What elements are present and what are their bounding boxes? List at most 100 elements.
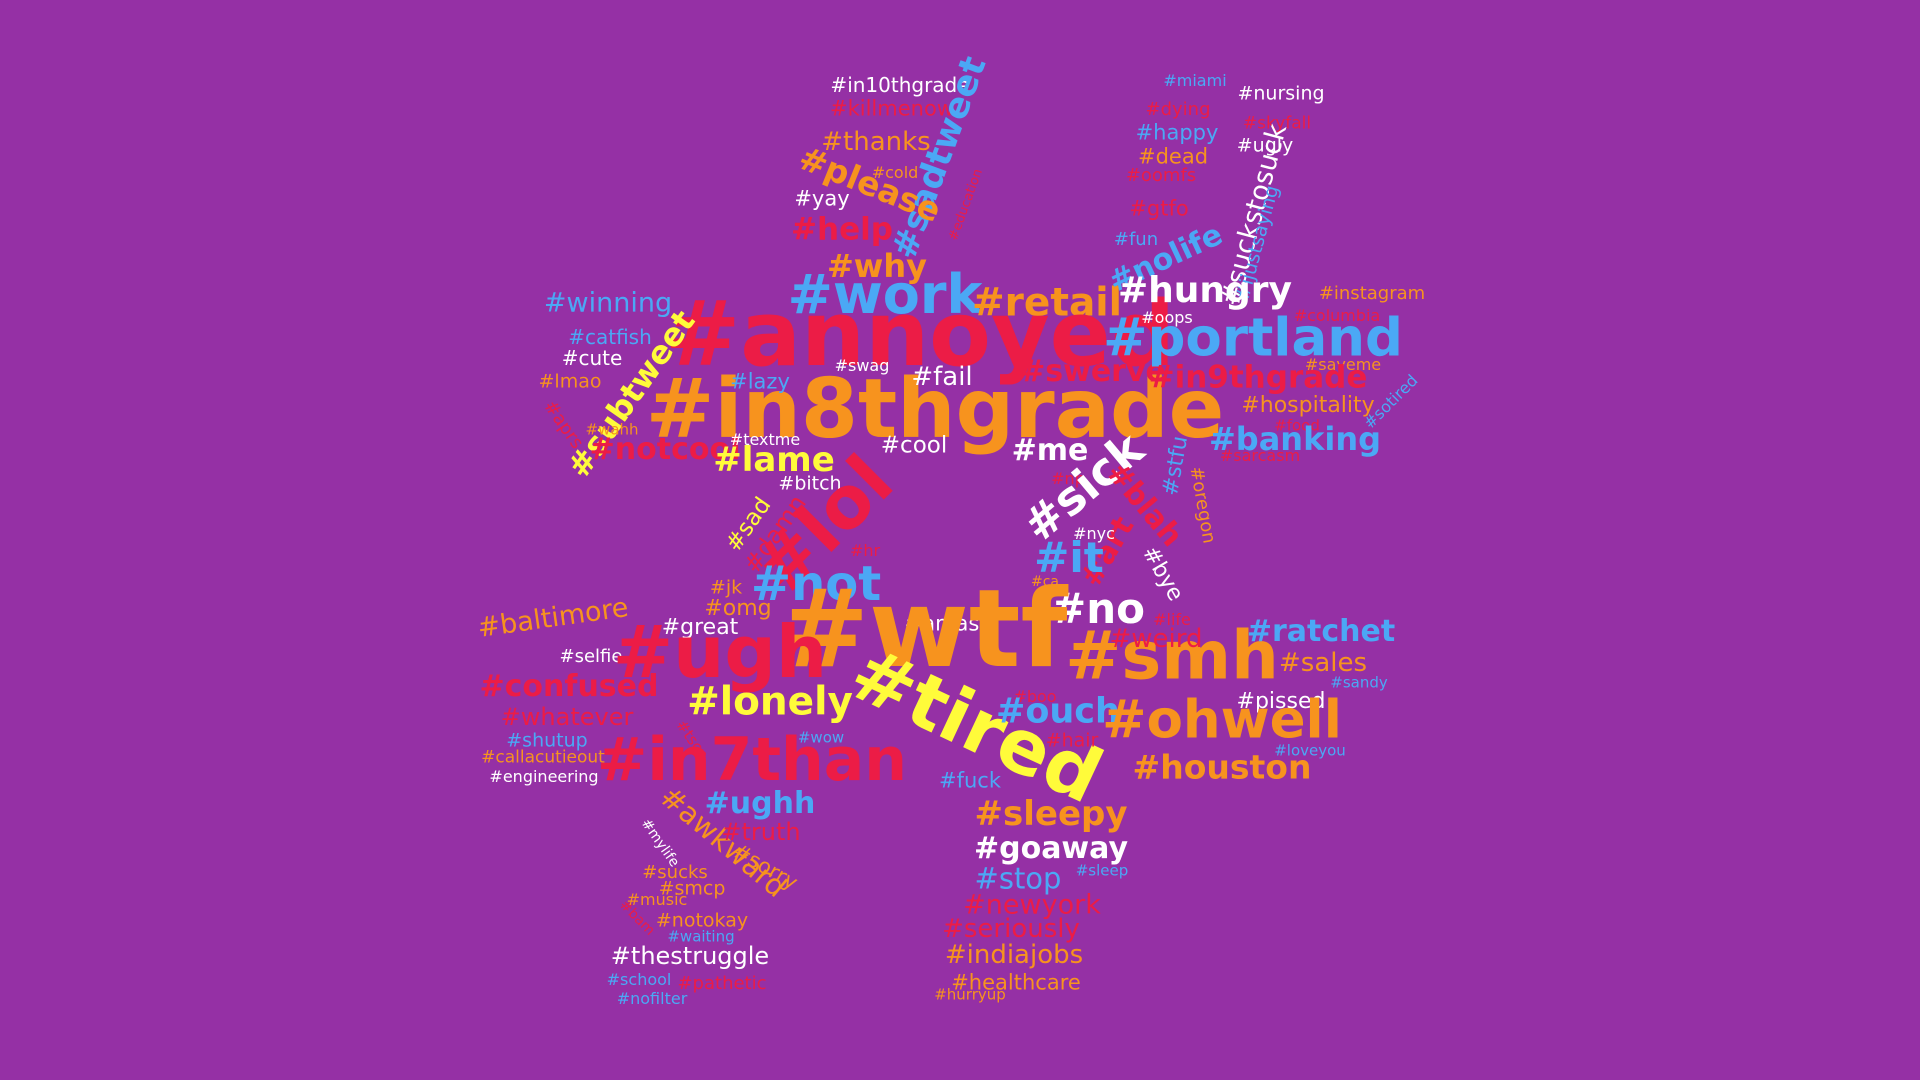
tag-selfie: #selfie [559, 646, 623, 667]
tag-confused: #confused [479, 669, 659, 704]
tag-jk: #jk [709, 576, 743, 599]
tag-indiajobs: #indiajobs [944, 940, 1084, 970]
tag-it: #it [1034, 533, 1104, 582]
tag-sales: #sales [1278, 648, 1368, 678]
tag-hungry: #hungry [1117, 270, 1293, 311]
tag-shutup: #shutup [506, 729, 588, 752]
tag-in10thgrade: #in10thgrade [830, 73, 970, 97]
tag-why: #why [826, 247, 928, 285]
tag-lazy: #lazy [730, 369, 790, 394]
tag-sucks: #sucks [642, 862, 708, 883]
tag-goaway: #goaway [973, 831, 1129, 866]
tag-np: #np [1051, 469, 1085, 488]
tag-oomfs: #oomfs [1125, 165, 1197, 186]
tag-swerve: #swerve [1020, 354, 1166, 389]
tag-great: #great [661, 615, 739, 640]
tag-waiting: #waiting [667, 927, 735, 946]
tag-lonely: #lonely [687, 679, 853, 725]
tag-baltimore: #baltimore [475, 592, 631, 644]
tag-ughh: #ughh [704, 786, 816, 821]
tag-boo: #boo [1013, 687, 1057, 706]
tag-ugh: #ugh [612, 610, 828, 694]
tag-sleepy: #sleepy [974, 794, 1128, 834]
tag-engineering: #engineering [489, 767, 599, 786]
tag-in9thgrade: #in9thgrade [1148, 359, 1368, 396]
tag-truth: #truth [721, 818, 801, 846]
tag-happy: #happy [1135, 120, 1219, 145]
tag-sleep: #sleep [1075, 861, 1129, 880]
tag-hair: #hair [1045, 729, 1099, 752]
tag-hurryup: #hurryup [934, 985, 1006, 1004]
tag-no: #no [1051, 584, 1145, 633]
tag-miami: #miami [1163, 71, 1227, 90]
tag-fail: #fail [911, 362, 973, 392]
tag-textme: #textme [729, 430, 801, 449]
tag-thestruggle: #thestruggle [610, 942, 770, 970]
tag-ugly: #ugly [1236, 134, 1294, 157]
tag-sarcasm: #sarcasm [1219, 446, 1301, 465]
tag-catfish: #catfish [568, 325, 652, 349]
tag-music: #music [626, 890, 688, 909]
tag-annoyed: #annoyed [664, 282, 1176, 387]
tag-ohwell: #ohwell [1102, 689, 1342, 751]
tag-cute: #cute [561, 346, 623, 370]
tag-wahh: #wahh [585, 420, 639, 439]
tag-work: #work [787, 263, 983, 326]
tag-smh: #smh [1065, 616, 1279, 695]
tag-help: #help [791, 211, 893, 248]
tag-pissed: #pissed [1236, 689, 1326, 714]
tag-fuck: #fuck [938, 768, 1002, 793]
tag-swag: #swag [834, 356, 890, 375]
tag-gtfo: #gtfo [1129, 196, 1189, 221]
tag-smcp: #smcp [658, 877, 726, 900]
tag-school: #school [606, 970, 672, 989]
tag-sandy: #sandy [1330, 673, 1388, 692]
tag-notcool: #notcool [589, 432, 741, 467]
tag-seriously: #seriously [942, 914, 1080, 944]
tag-cold: #cold [871, 163, 919, 182]
tag-winning: #winning [543, 287, 673, 319]
tag-oops: #oops [1141, 308, 1193, 327]
tag-oregon: #oregon [1185, 464, 1220, 546]
tag-amas: #amas [904, 611, 980, 636]
tag-notokay: #notokay [655, 909, 749, 932]
tag-lame: #lame [713, 440, 835, 480]
tag-bye: #bye [1136, 541, 1188, 606]
tag-dying: #dying [1145, 99, 1211, 120]
tag-bitch: #bitch [778, 472, 842, 495]
tag-aprs: #aprs [539, 396, 588, 453]
tag-in7than: #in7than [597, 725, 907, 795]
tag-banking: #banking [1208, 420, 1382, 458]
tag-life: #life [1153, 610, 1191, 629]
tag-portland: #portland [1103, 307, 1403, 369]
tag-newyork: #newyork [963, 889, 1101, 921]
tag-weird: #weird [1109, 624, 1203, 654]
tag-nyc: #nyc [1073, 524, 1115, 543]
tag-ca: #ca [1030, 574, 1060, 590]
tag-wow: #wow [797, 728, 845, 747]
tag-omg: #omg [704, 596, 772, 621]
tag-saveme: #saveme [1304, 355, 1382, 374]
tag-food: #food [1274, 416, 1320, 435]
tag-in8thgrade: #in8thgrade [645, 362, 1225, 457]
tag-fun: #fun [1113, 229, 1159, 250]
tag-stop: #stop [974, 861, 1062, 896]
tag-dead: #dead [1137, 144, 1209, 169]
tag-thanks: #thanks [821, 127, 931, 157]
tag-yay: #yay [794, 186, 850, 211]
tag-cool: #cool [880, 432, 948, 459]
tag-columbia: #columbia [1293, 306, 1381, 325]
tag-pathetic: #pathetic [677, 973, 767, 994]
tag-me: #me [1011, 433, 1089, 468]
tag-ouch: #ouch [996, 691, 1120, 732]
tag-hr: #hr [849, 541, 881, 560]
tag-whatever: #whatever [500, 703, 634, 731]
tag-killmenow: #killmenow [830, 96, 954, 121]
tag-callacutieout: #callacutieout [481, 747, 605, 768]
tag-nursing: #nursing [1237, 82, 1325, 105]
tag-not: #not [750, 556, 882, 612]
tag-skyfall: #skyfall [1242, 113, 1312, 134]
tag-loveyou: #loveyou [1274, 741, 1346, 760]
tag-wtf: #wtf [778, 567, 1068, 692]
